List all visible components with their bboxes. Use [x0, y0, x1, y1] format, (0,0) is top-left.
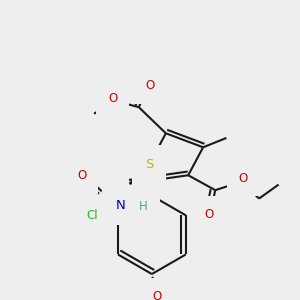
- Text: O: O: [238, 172, 248, 184]
- Text: O: O: [204, 208, 213, 221]
- Text: O: O: [146, 79, 154, 92]
- Text: O: O: [77, 169, 87, 182]
- Text: O: O: [152, 290, 161, 300]
- Text: O: O: [108, 92, 117, 105]
- Text: Cl: Cl: [86, 209, 98, 222]
- Text: N: N: [115, 199, 125, 212]
- Text: S: S: [145, 158, 153, 172]
- Text: H: H: [139, 200, 148, 213]
